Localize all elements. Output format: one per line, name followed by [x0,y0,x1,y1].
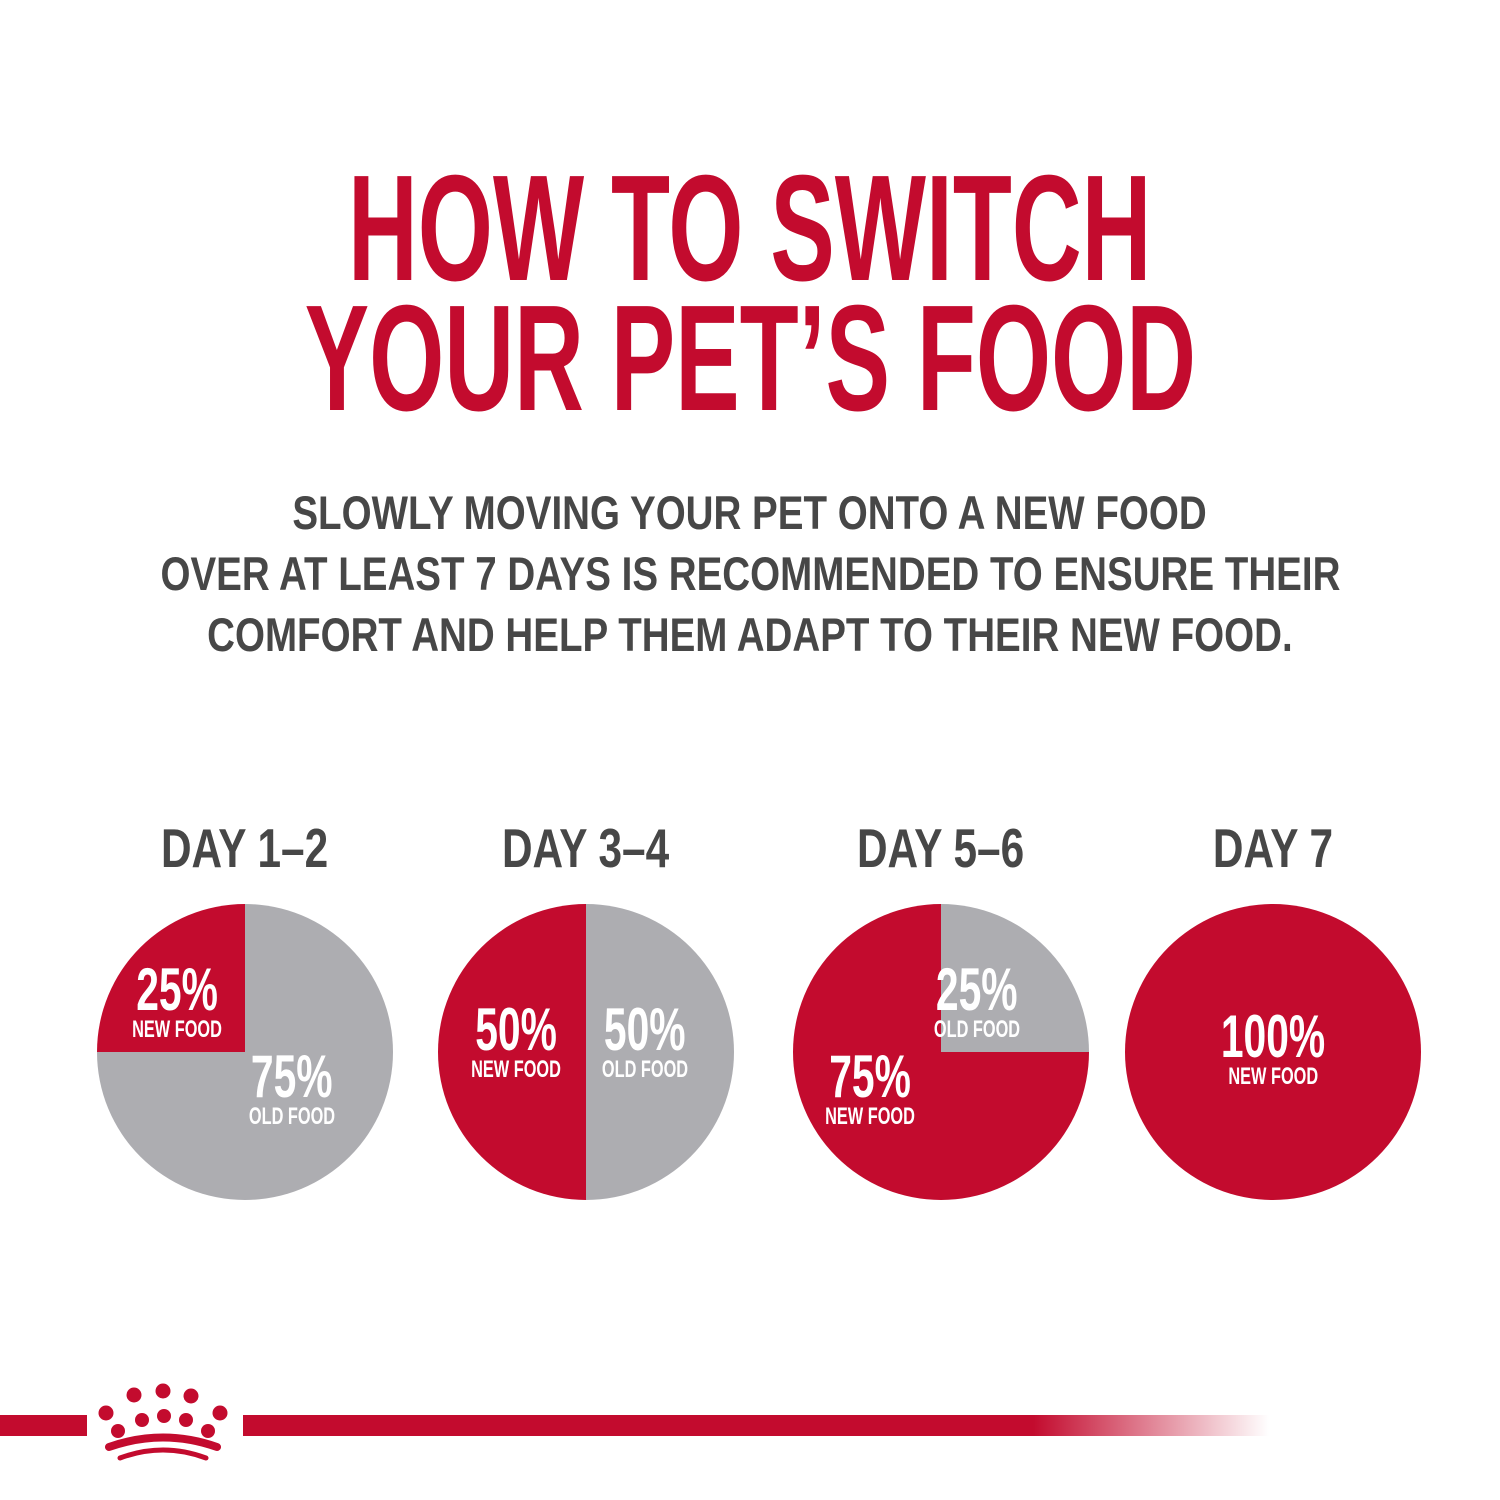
footer-rule-right [243,1415,1269,1436]
new-food-slice-label: 25% NEW FOOD [111,956,243,1043]
day-label: DAY 3–4 [438,820,734,876]
title-line-1: HOW TO SWITCH [0,143,1500,312]
pie-day-5-6: 25% OLD FOOD 75% NEW FOOD [793,904,1089,1200]
old-food-name: OLD FOOD [933,1016,1021,1043]
new-food-name: NEW FOOD [132,1016,222,1043]
pie-day-7: 100% NEW FOOD [1125,904,1421,1200]
old-food-name: OLD FOOD [601,1056,689,1083]
day-label: DAY 7 [1125,820,1421,876]
old-food-percent: 50% [604,996,686,1063]
new-food-percent: 25% [136,956,218,1023]
new-food-name: NEW FOOD [471,1056,561,1083]
new-food-percent: 100% [1220,1003,1326,1070]
crown-arcs [105,1433,221,1461]
new-food-name: NEW FOOD [825,1103,915,1130]
old-food-percent: 25% [936,956,1018,1023]
old-food-name: OLD FOOD [248,1103,336,1130]
royal-canin-crown-logo-icon [98,1383,228,1461]
new-food-slice-label: 50% NEW FOOD [450,996,582,1083]
subtitle-line-1: SLOWLY MOVING YOUR PET ONTO A NEW FOOD [0,482,1500,543]
new-food-percent: 75% [829,1043,911,1110]
chart-day-1-2: DAY 1–2 25% NEW FOOD 75% OLD FOOD [97,820,393,1200]
subtitle-line-2-text: OVER AT LEAST 7 DAYS IS RECOMMENDED TO E… [160,547,1340,600]
day-label: DAY 1–2 [97,820,393,876]
pie-day-3-4: 50% NEW FOOD 50% OLD FOOD [438,904,734,1200]
subtitle-line-3: COMFORT AND HELP THEM ADAPT TO THEIR NEW… [0,604,1500,665]
title-line-1-text: HOW TO SWITCH [348,143,1152,312]
subtitle-line-3-text: COMFORT AND HELP THEM ADAPT TO THEIR NEW… [207,608,1293,661]
new-food-slice-label: 75% NEW FOOD [804,1043,936,1130]
title-line-2-text: YOUR PET’S FOOD [304,273,1196,442]
chart-day-5-6: DAY 5–6 25% OLD FOOD 75% NEW FOOD [793,820,1089,1200]
subtitle-line-1-text: SLOWLY MOVING YOUR PET ONTO A NEW FOOD [292,486,1208,539]
pie-day-1-2: 25% NEW FOOD 75% OLD FOOD [97,904,393,1200]
old-food-slice-label: 75% OLD FOOD [229,1043,356,1130]
footer-rule-left [0,1415,87,1436]
day-label-text: DAY 5–6 [857,817,1025,879]
old-food-percent: 75% [251,1043,333,1110]
day-label: DAY 5–6 [793,820,1089,876]
day-label-text: DAY 3–4 [502,817,670,879]
chart-day-3-4: DAY 3–4 50% NEW FOOD 50% OLD FOOD [438,820,734,1200]
day-label-text: DAY 7 [1212,817,1334,879]
new-food-name: NEW FOOD [1228,1063,1318,1090]
page-title: HOW TO SWITCH YOUR PET’S FOOD [0,143,1500,442]
chart-day-7: DAY 7 100% NEW FOOD [1125,820,1421,1200]
day-label-text: DAY 1–2 [161,817,329,879]
new-food-percent: 50% [475,996,557,1063]
title-line-2: YOUR PET’S FOOD [0,273,1500,442]
subtitle-line-2: OVER AT LEAST 7 DAYS IS RECOMMENDED TO E… [0,543,1500,604]
new-food-slice-label: 100% NEW FOOD [1196,1003,1349,1090]
crown-dots [98,1383,228,1438]
subtitle: SLOWLY MOVING YOUR PET ONTO A NEW FOOD O… [0,482,1500,665]
old-food-slice-label: 25% OLD FOOD [914,956,1041,1043]
old-food-slice-label: 50% OLD FOOD [582,996,709,1083]
